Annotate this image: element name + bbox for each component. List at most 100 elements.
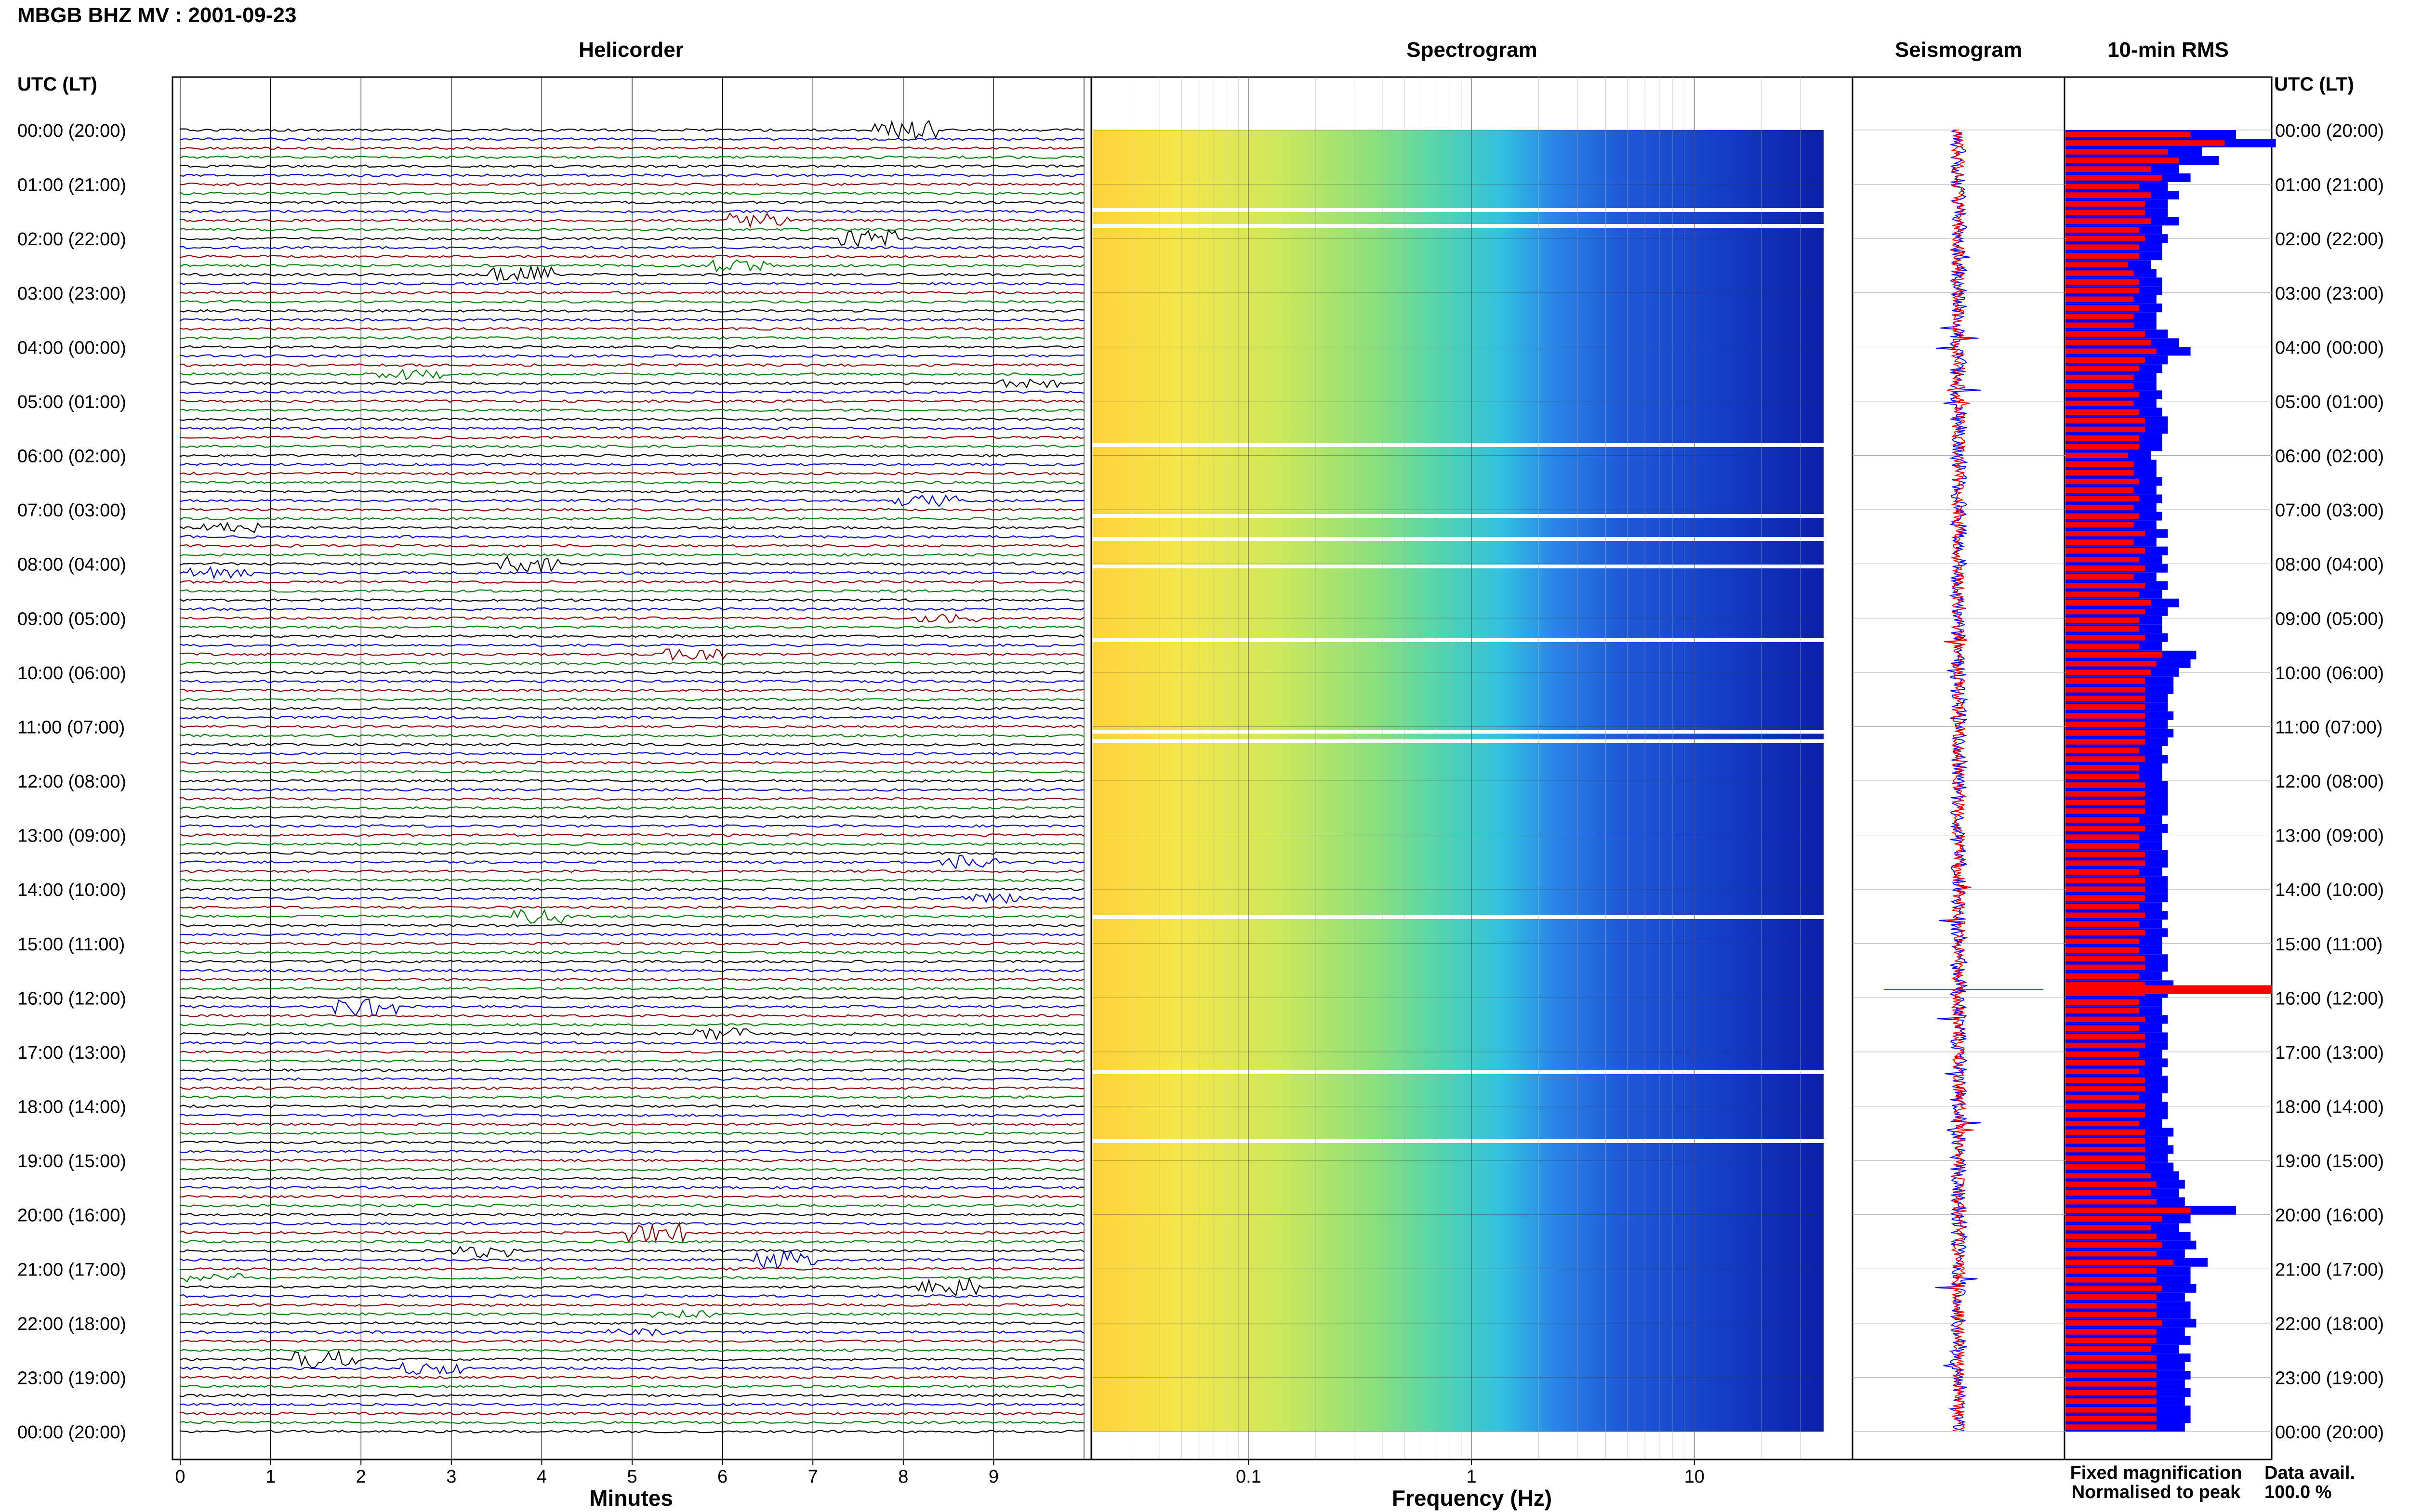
rms-bar-normalised <box>2065 314 2134 320</box>
rms-bar-normalised <box>2065 1120 2140 1127</box>
rms-bar-normalised <box>2065 582 2145 589</box>
helicorder-trace <box>179 1131 1085 1135</box>
rms-bar-normalised <box>2065 1060 2145 1066</box>
helicorder-trace <box>179 426 1085 430</box>
rms-bar-normalised <box>2065 999 2140 1005</box>
rms-bar-normalised <box>2065 461 2134 467</box>
hour-label-right: 05:00 (01:00) <box>2275 392 2384 412</box>
hour-label-left: 11:00 (07:00) <box>17 717 125 737</box>
helicorder-trace <box>179 544 1085 548</box>
hour-label-right: 08:00 (04:00) <box>2275 555 2384 575</box>
rms-bar-normalised <box>2065 982 2145 988</box>
helicorder-trace <box>179 517 1085 521</box>
helicorder-trace <box>179 707 1085 710</box>
helicorder-trace <box>179 1059 1085 1063</box>
rms-bar-saturated <box>2065 985 2272 994</box>
helicorder-trace <box>179 327 1085 331</box>
rms-bar-normalised <box>2065 1172 2151 1179</box>
rms-bar-normalised <box>2065 1407 2157 1413</box>
helicorder-trace <box>179 851 1085 855</box>
hour-label-right: 19:00 (15:00) <box>2275 1151 2384 1171</box>
spectrogram-gap <box>1093 638 1824 642</box>
rms-bar-normalised <box>2065 722 2145 727</box>
helicorder-trace <box>179 378 1085 389</box>
rms-bar-normalised <box>2065 175 2162 181</box>
helicorder-trace <box>179 472 1085 475</box>
spectrogram-data-gaps <box>1093 208 1824 1143</box>
rms-bar-normalised <box>2065 210 2145 215</box>
helicorder-trace <box>179 137 1085 141</box>
helicorder-trace <box>179 1185 1085 1190</box>
rms-bar-normalised <box>2065 1198 2157 1205</box>
helicorder-trace <box>179 290 1085 295</box>
rms-bar-normalised <box>2065 1372 2157 1378</box>
helicorder-trace <box>179 164 1084 168</box>
rms-bar-normalised <box>2065 444 2140 450</box>
minutes-axis-label: Minutes <box>589 1486 673 1511</box>
hour-label-left: 04:00 (00:00) <box>17 338 126 358</box>
hour-label-left: 13:00 (09:00) <box>17 826 126 846</box>
helicorder-trace <box>180 824 1085 828</box>
helicorder-trace <box>179 445 1085 448</box>
rms-bar-normalised <box>2065 305 2140 311</box>
utc-label-right: UTC (LT) <box>2274 74 2354 95</box>
rms-bar-normalised <box>2065 1268 2157 1274</box>
frequency-tick-label: 0.1 <box>1236 1467 1261 1487</box>
rms-bar-normalised <box>2065 591 2140 597</box>
helicorder-trace <box>179 1430 1085 1433</box>
helicorder-trace <box>179 942 1085 946</box>
rms-bar-normalised <box>2065 756 2145 762</box>
minute-tick-label: 8 <box>898 1467 908 1487</box>
minute-tick-label: 3 <box>446 1467 456 1487</box>
rms-bar-normalised <box>2065 192 2151 198</box>
helicorder-trace <box>179 842 1085 846</box>
helicorder-trace <box>179 598 1085 602</box>
helicorder-trace <box>179 336 1085 340</box>
rms-bar-normalised <box>2065 617 2140 623</box>
helicorder-trace <box>179 191 1085 196</box>
rms-bar-normalised <box>2065 348 2157 355</box>
hour-label-left: 20:00 (16:00) <box>17 1206 126 1226</box>
spectrogram-gap <box>1093 730 1824 734</box>
helicorder-trace <box>179 1420 1085 1425</box>
rms-bar-normalised <box>2065 1008 2140 1014</box>
rms-bar-normalised <box>2065 409 2140 415</box>
minute-tick-label: 9 <box>989 1467 999 1487</box>
rms-bar-normalised <box>2065 548 2145 554</box>
rms-bar-normalised <box>2065 296 2134 302</box>
rms-bar-normalised <box>2065 331 2145 337</box>
helicorder-trace <box>179 481 1085 485</box>
rms-bar-normalised <box>2065 1277 2157 1283</box>
helicorder-trace <box>179 227 1085 232</box>
rms-bar-normalised <box>2065 149 2168 155</box>
helicorder-trace <box>179 309 1085 313</box>
helicorder-trace <box>179 978 1085 982</box>
rms-bar-normalised <box>2065 1207 2191 1213</box>
rms-bar-normalised <box>2065 1286 2162 1291</box>
rms-bar-normalised <box>2065 687 2145 693</box>
helicorder-grid <box>180 77 1085 1459</box>
helicorder-trace <box>179 1168 1085 1171</box>
hour-label-right: 20:00 (16:00) <box>2275 1206 2384 1226</box>
helicorder-trace <box>179 155 1085 159</box>
rms-bar-normalised <box>2065 270 2134 276</box>
rms-bar-normalised <box>2065 904 2140 909</box>
helicorder-trace <box>179 246 1085 250</box>
helicorder-trace <box>179 210 1085 213</box>
rms-bar-normalised <box>2065 1025 2140 1031</box>
rms-bar-normalised <box>2065 817 2140 823</box>
hour-label-left: 08:00 (04:00) <box>17 555 126 575</box>
helicorder-trace <box>179 770 1085 774</box>
rms-bar-normalised <box>2065 1224 2151 1231</box>
helicorder-trace <box>179 1245 1085 1258</box>
helicorder-trace <box>179 855 1085 870</box>
rms-bar-normalised <box>2065 504 2134 511</box>
helicorder-trace <box>179 833 1085 837</box>
rms-bar-normalised <box>2065 938 2140 945</box>
hour-label-left: 00:00 (20:00) <box>17 1422 126 1443</box>
rms-bar-normalised <box>2065 357 2145 363</box>
helicorder-trace <box>179 788 1085 792</box>
rms-bar-normalised <box>2065 652 2162 658</box>
rms-bar-normalised <box>2065 1094 2140 1101</box>
hour-label-right: 02:00 (22:00) <box>2275 229 2384 250</box>
